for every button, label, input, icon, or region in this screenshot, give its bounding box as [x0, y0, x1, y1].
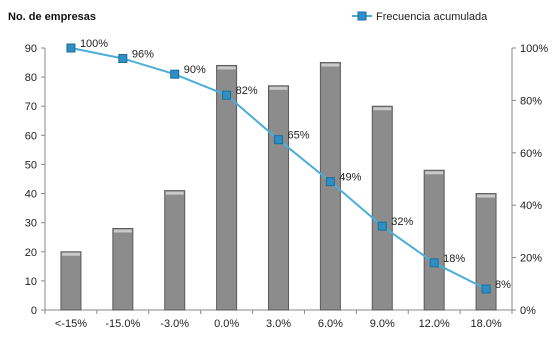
- line-data-label: 8%: [495, 279, 511, 291]
- bar-top-highlight: [217, 66, 236, 70]
- line-data-label: 49%: [339, 172, 361, 184]
- bar: [216, 64, 238, 311]
- bar: [475, 193, 497, 311]
- x-tick-label: -15.0%: [105, 318, 140, 330]
- bar-top-highlight: [269, 86, 288, 90]
- line-marker: [377, 221, 387, 231]
- x-tick-label: -3.0%: [160, 318, 189, 330]
- bar: [423, 169, 445, 311]
- line-data-label: 18%: [443, 253, 465, 265]
- legend: Frecuencia acumulada: [352, 11, 488, 23]
- y-tick-label: 0: [31, 305, 37, 317]
- y2-tick-label: 20%: [520, 253, 542, 265]
- y2-tick-label: 100%: [520, 43, 548, 55]
- bar: [319, 62, 341, 311]
- bar-top-highlight: [321, 63, 340, 67]
- bar-top-highlight: [61, 252, 80, 256]
- line-data-label: 90%: [184, 64, 206, 76]
- bar-top-highlight: [425, 171, 444, 175]
- y-tick-label: 30: [25, 218, 37, 230]
- y2-tick-label: 60%: [520, 148, 542, 160]
- legend-label: Frecuencia acumulada: [376, 11, 488, 23]
- bar-top-highlight: [477, 194, 496, 198]
- line-marker: [66, 43, 76, 53]
- bar: [268, 85, 289, 311]
- line-data-label: 100%: [80, 38, 108, 50]
- y-tick-label: 10: [25, 276, 37, 288]
- line-marker: [118, 53, 128, 63]
- line-data-label: 82%: [236, 85, 258, 97]
- line-data-label: 32%: [391, 216, 413, 228]
- bar-top-highlight: [113, 229, 132, 233]
- y-tick-label: 90: [25, 43, 37, 55]
- y2-tick-label: 0%: [520, 305, 536, 317]
- line-marker: [274, 135, 283, 145]
- x-tick-label: 6.0%: [318, 318, 343, 330]
- bar: [112, 227, 134, 311]
- line-data-label: 96%: [132, 48, 154, 60]
- line-marker: [325, 177, 335, 187]
- x-tick-label: 9.0%: [370, 318, 395, 330]
- bar: [60, 251, 82, 311]
- y2-tick-label: 40%: [520, 200, 542, 212]
- x-tick-label: <-15%: [55, 318, 87, 330]
- bar-top-highlight: [373, 107, 392, 111]
- y-tick-label: 40: [25, 189, 37, 201]
- x-tick-label: 0.0%: [214, 318, 239, 330]
- y-tick-label: 50: [25, 159, 37, 171]
- y-tick-label: 70: [25, 101, 37, 113]
- line-marker: [481, 284, 491, 294]
- bar-top-highlight: [165, 191, 184, 195]
- y-tick-label: 80: [25, 72, 37, 84]
- line-marker: [222, 90, 232, 100]
- y-tick-label: 20: [25, 247, 37, 259]
- line-marker: [170, 69, 180, 79]
- legend-marker-swatch: [357, 11, 367, 21]
- y-axis-title: No. de empresas: [8, 11, 96, 23]
- y-tick-label: 60: [25, 130, 37, 142]
- line-data-label: 65%: [288, 130, 310, 142]
- x-tick-label: 3.0%: [266, 318, 291, 330]
- x-tick-label: 18.0%: [470, 318, 501, 330]
- line-marker: [429, 258, 439, 268]
- bar: [164, 190, 186, 311]
- bar: [371, 105, 393, 311]
- y2-tick-label: 80%: [520, 95, 542, 107]
- x-tick-label: 12.0%: [419, 318, 450, 330]
